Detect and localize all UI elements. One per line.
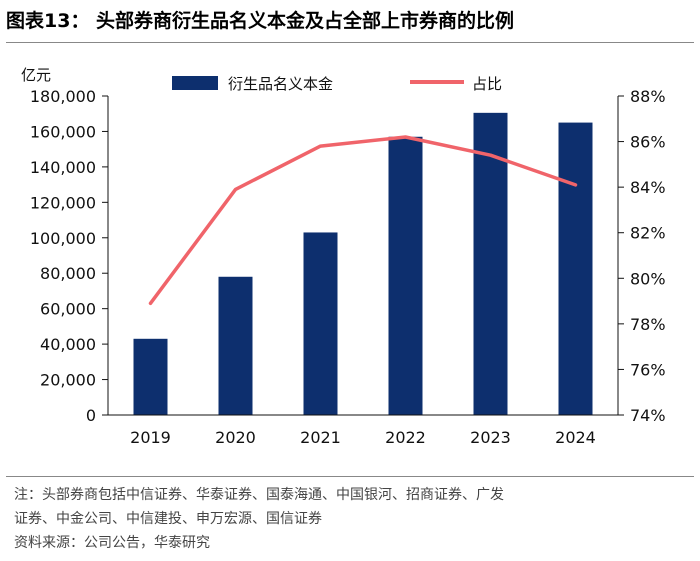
left-tick-label: 180,000 xyxy=(30,87,96,106)
line-series xyxy=(148,135,578,306)
left-axis: 0 20,000 40,000 60,000 80,000 100,000 120,000 1… xyxy=(30,87,109,425)
figure-title: 图表13： 头部券商衍生品名义本金及占全部上市券商的比例 xyxy=(6,10,515,32)
right-tick-label: 74% xyxy=(630,406,666,425)
right-tick-label: 78% xyxy=(630,315,666,334)
left-tick-label: 80,000 xyxy=(40,264,96,283)
right-axis: 74% 76% 78% 80% 82% 84% 86% 88% xyxy=(617,87,666,425)
x-tick-label: 2023 xyxy=(470,428,511,447)
left-tick-label: 0 xyxy=(86,406,96,425)
left-tick-label: 140,000 xyxy=(30,158,96,177)
bar-series xyxy=(133,112,593,415)
left-tick-label: 100,000 xyxy=(30,229,96,248)
footnote-line-2: 证券、中金公司、中信建投、申万宏源、国信证券 xyxy=(14,511,322,527)
right-tick-label: 76% xyxy=(630,360,666,379)
right-tick-label: 88% xyxy=(630,87,666,106)
left-tick-label: 60,000 xyxy=(40,300,96,319)
left-tick-label: 20,000 xyxy=(40,371,96,390)
bar xyxy=(388,136,423,415)
legend-bar-label: 衍生品名义本金 xyxy=(228,75,333,93)
x-tick-label: 2021 xyxy=(300,428,341,447)
bar xyxy=(473,112,508,415)
left-axis-unit-label: 亿元 xyxy=(21,66,51,84)
legend-line-label: 占比 xyxy=(472,75,502,93)
bar xyxy=(133,338,168,415)
x-tick-label: 2022 xyxy=(385,428,426,447)
right-tick-label: 80% xyxy=(630,269,666,288)
legend: 衍生品名义本金 占比 xyxy=(172,75,502,93)
x-tick-label: 2024 xyxy=(555,428,596,447)
right-tick-label: 86% xyxy=(630,133,666,152)
legend-bar-swatch xyxy=(172,76,218,90)
right-tick-label: 84% xyxy=(630,178,666,197)
right-tick-label: 82% xyxy=(630,224,666,243)
source-note: 资料来源：公司公告，华泰研究 xyxy=(14,535,210,551)
x-tick-label: 2020 xyxy=(215,428,256,447)
left-tick-label: 160,000 xyxy=(30,122,96,141)
left-tick-label: 120,000 xyxy=(30,193,96,212)
bar xyxy=(303,232,338,415)
bar xyxy=(218,276,253,415)
x-tick-label: 2019 xyxy=(130,428,171,447)
title-divider xyxy=(6,42,694,43)
ratio-line xyxy=(148,135,578,306)
footer-divider xyxy=(6,476,694,477)
chart: 亿元 衍生品名义本金 占比 0 20,000 40,000 60,000 80,000 1… xyxy=(21,66,666,447)
left-tick-label: 40,000 xyxy=(40,335,96,354)
bar xyxy=(558,122,593,415)
footnote-line-1: 注：头部券商包括中信证券、华泰证券、国泰海通、中国银河、招商证券、广发 xyxy=(14,487,504,503)
x-axis: 2019 2020 2021 2022 2023 2024 xyxy=(108,414,618,447)
